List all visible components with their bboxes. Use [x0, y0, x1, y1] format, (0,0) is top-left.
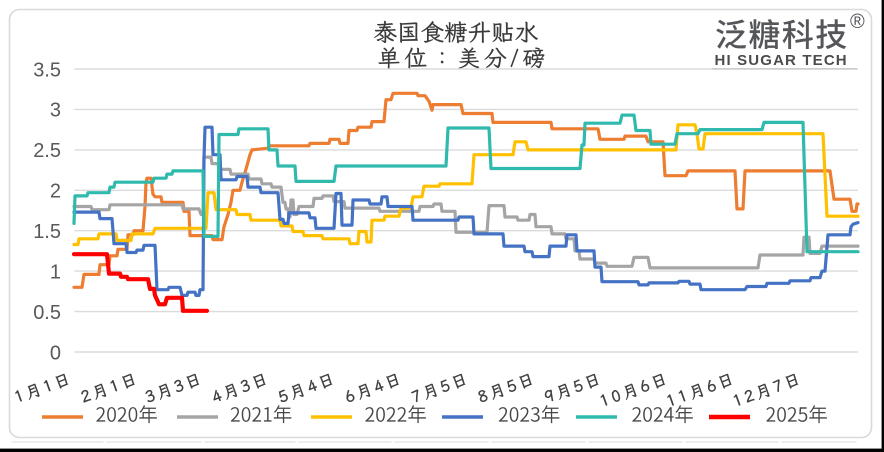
svg-text:HI SUGAR TECH: HI SUGAR TECH	[715, 52, 848, 69]
svg-text:3: 3	[50, 100, 61, 122]
svg-text:®: ®	[850, 11, 865, 33]
svg-text:1.5: 1.5	[33, 221, 61, 243]
svg-text:2.5: 2.5	[33, 140, 61, 162]
svg-text:0.5: 0.5	[33, 302, 61, 324]
svg-text:3.5: 3.5	[33, 59, 61, 81]
svg-text:0: 0	[50, 342, 61, 364]
svg-text:1: 1	[50, 261, 61, 283]
svg-text:2: 2	[50, 181, 61, 203]
